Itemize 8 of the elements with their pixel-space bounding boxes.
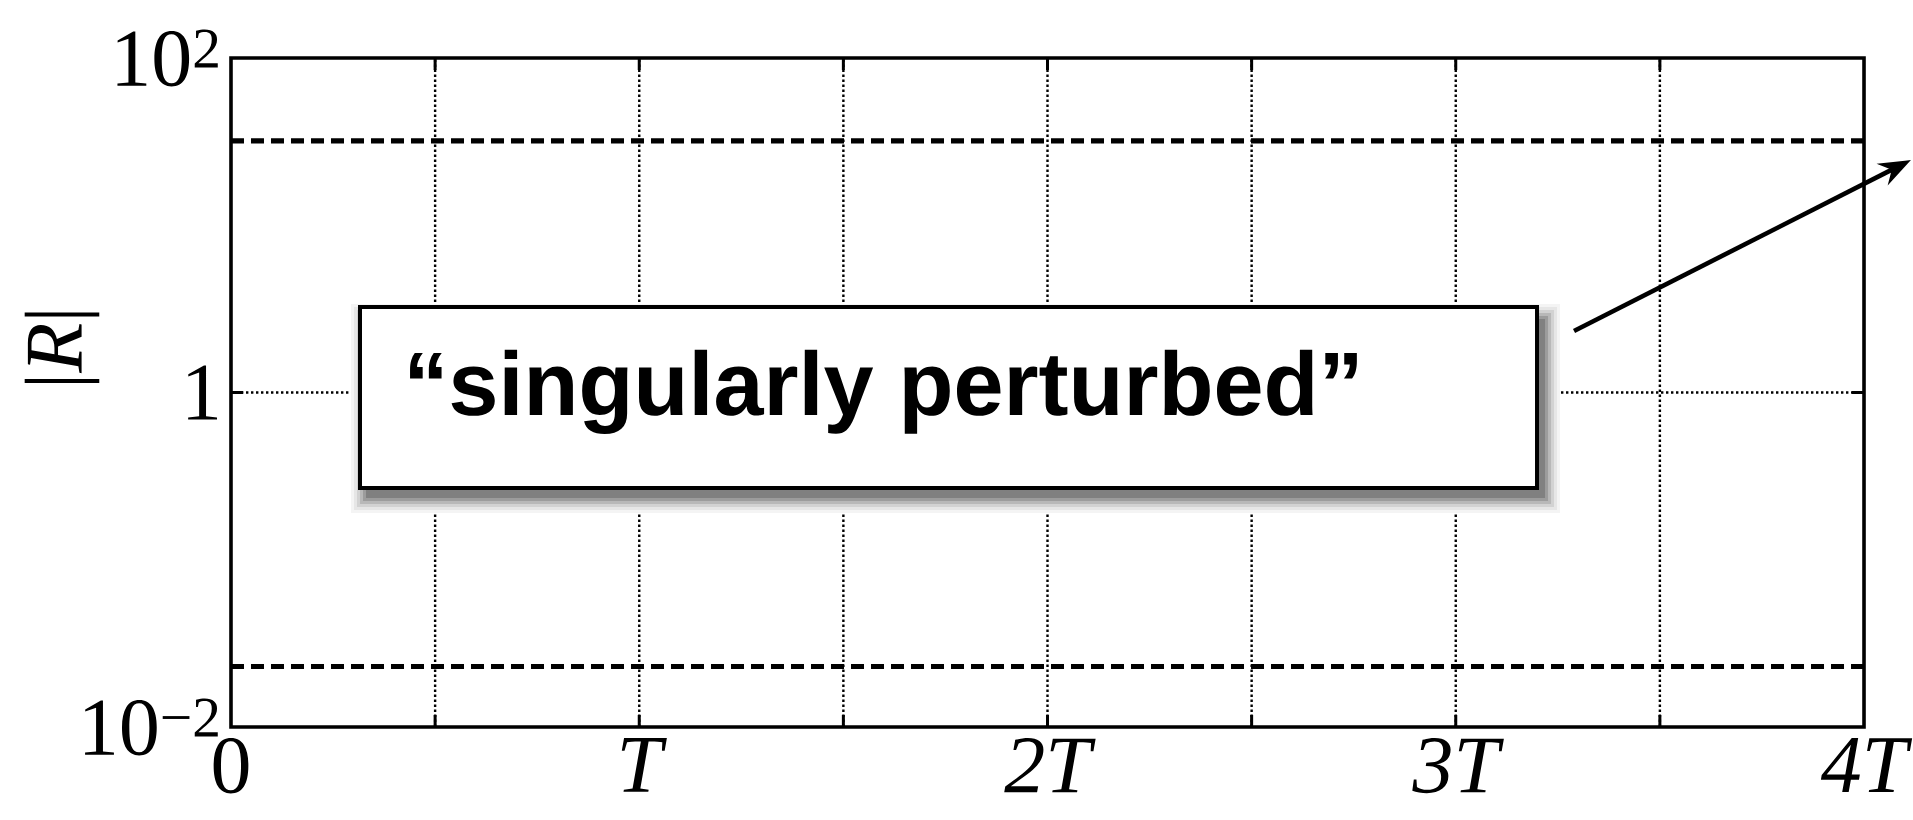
x-tick-label: 3T — [1412, 738, 1504, 794]
y-tick-label: 1 — [188, 365, 217, 420]
annotation: “singularly perturbed” — [410, 349, 1357, 435]
x-tick-label: 4T — [1820, 738, 1913, 793]
x-tick-label: T — [621, 738, 667, 792]
x-tick-label: 2T — [1004, 738, 1096, 793]
y-axis-title: |R| — [24, 312, 100, 383]
y-tick-label: 10$^{2}$ — [117, 29, 218, 87]
